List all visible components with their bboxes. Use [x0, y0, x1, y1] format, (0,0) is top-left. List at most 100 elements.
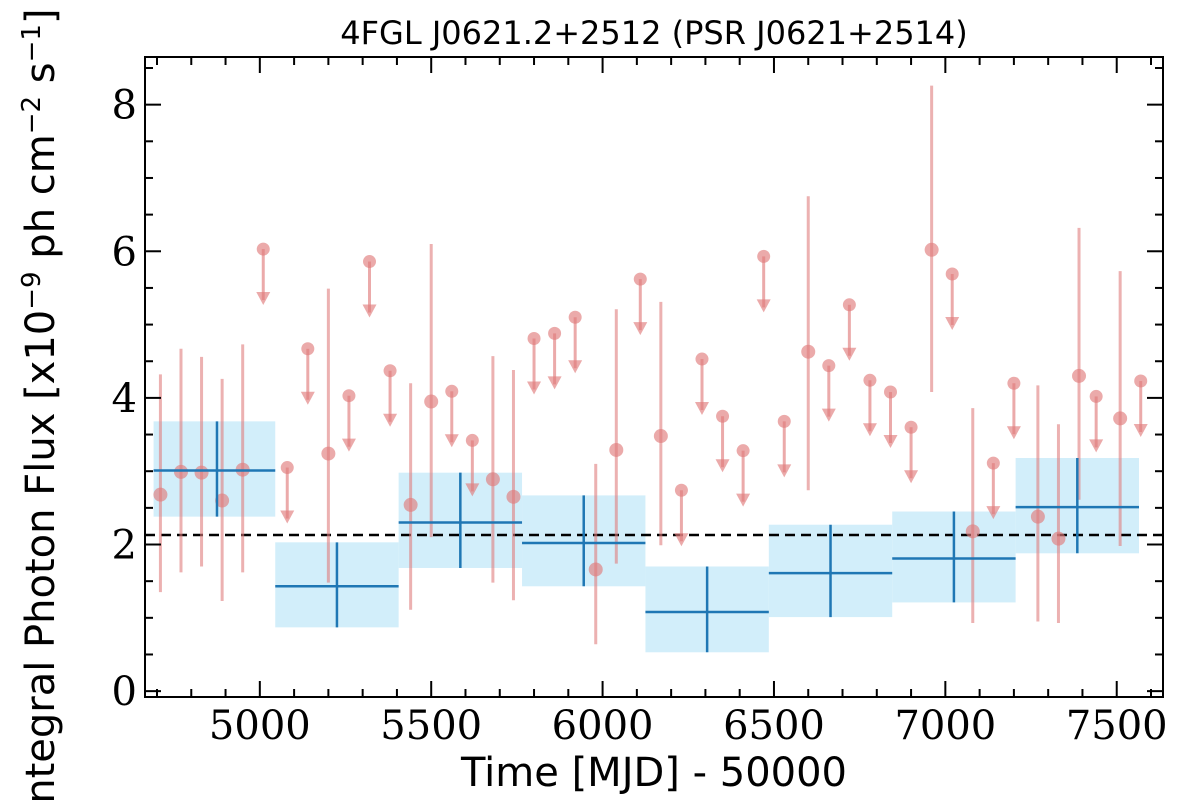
- upper-limit-arrow: [674, 533, 689, 547]
- upper-limit-point: [280, 461, 294, 475]
- x-tick-label: 7000: [894, 703, 996, 749]
- upper-limit-point: [633, 272, 647, 286]
- upper-limit-arrow: [777, 464, 792, 478]
- upper-limit-point: [383, 364, 397, 378]
- short-bin-point: [506, 489, 521, 504]
- upper-limit-point: [465, 433, 479, 447]
- short-bin-point: [1030, 509, 1045, 524]
- y-tick-label: 8: [112, 83, 137, 129]
- upper-limit-point: [445, 384, 459, 398]
- short-bin-point: [173, 464, 188, 479]
- upper-limit-point: [777, 414, 791, 428]
- short-bin-point: [801, 344, 816, 359]
- x-tick-label: 5500: [380, 703, 482, 749]
- upper-limit-arrow: [842, 347, 857, 361]
- upper-limit-arrow: [444, 434, 459, 448]
- upper-limit-arrow: [1133, 424, 1148, 438]
- plot-frame: [144, 56, 1164, 698]
- upper-limit-arrow: [1089, 439, 1104, 453]
- upper-limit-point: [363, 255, 377, 269]
- upper-limit-point: [1134, 374, 1148, 388]
- short-bin-point: [153, 487, 168, 502]
- upper-limit-point: [674, 483, 688, 497]
- y-axis-label-exponent: −2: [17, 96, 47, 134]
- y-axis-label-exponent: −1: [17, 24, 47, 62]
- plot-area: 5000 5500 6000 6500 7000 7500 0 2 4 6 8: [112, 56, 1168, 749]
- upper-limit-point: [527, 332, 541, 346]
- upper-limit-point: [736, 444, 750, 458]
- upper-limit-point: [342, 389, 356, 403]
- upper-limit-point: [1089, 389, 1103, 403]
- y-axis-label-part: Integral Photon Flux [x10: [18, 310, 64, 800]
- upper-limit-arrow: [694, 402, 709, 416]
- upper-limit-arrow: [465, 483, 480, 497]
- y-axis-label-exponent: −9: [17, 271, 47, 309]
- upper-limit-arrow: [756, 299, 771, 313]
- upper-limit-arrow: [862, 423, 877, 437]
- upper-limit-arrow: [945, 316, 960, 330]
- x-tick-label: 5000: [209, 703, 311, 749]
- upper-limit-arrow: [256, 292, 271, 306]
- short-bin-point: [653, 429, 668, 444]
- upper-limit-point: [548, 326, 562, 340]
- y-axis-label-part: ph cm: [18, 134, 64, 271]
- upper-limit-arrow: [883, 435, 898, 449]
- short-bin-point: [485, 472, 500, 487]
- upper-limit-arrow: [527, 381, 542, 395]
- upper-limit-arrow: [300, 391, 315, 405]
- upper-limit-arrow: [547, 376, 562, 390]
- upper-limit-arrow: [904, 470, 919, 484]
- short-bin-point: [215, 493, 230, 508]
- y-axis-label-part: ]: [18, 8, 64, 24]
- upper-limit-point: [884, 385, 898, 399]
- upper-limit-arrow: [341, 438, 356, 452]
- upper-limit-point: [716, 409, 730, 423]
- upper-limit-point: [822, 359, 836, 373]
- x-tick-label: 7500: [1066, 703, 1168, 749]
- upper-limit-arrow: [1006, 426, 1021, 440]
- short-bin-point: [1051, 531, 1066, 546]
- y-tick-label: 6: [112, 229, 137, 275]
- short-bin-point: [609, 442, 624, 457]
- upper-limit-point: [842, 298, 856, 312]
- upper-limit-arrow: [633, 322, 648, 336]
- chart-title: 4FGL J0621.2+2512 (PSR J0621+2514): [340, 14, 968, 52]
- short-bin-point: [588, 562, 603, 577]
- long-bin-band: [153, 421, 276, 517]
- upper-limit-point: [863, 373, 877, 387]
- upper-limit-arrow: [986, 506, 1001, 520]
- upper-limit-point: [757, 249, 771, 263]
- short-bin-point: [424, 394, 439, 409]
- y-tick-label: 4: [112, 376, 137, 422]
- y-axis-label-part: s: [18, 62, 64, 96]
- short-bin-point: [321, 446, 336, 461]
- upper-limit-point: [256, 242, 270, 256]
- upper-limit-arrow: [568, 360, 583, 374]
- upper-limit-point: [568, 310, 582, 324]
- upper-limit-arrow: [280, 510, 295, 524]
- upper-limit-arrow: [715, 459, 730, 473]
- upper-limit-point: [301, 342, 315, 356]
- upper-limit-point: [695, 352, 709, 366]
- short-bin-point: [403, 497, 418, 512]
- upper-limit-arrow: [362, 304, 377, 318]
- upper-limit-arrow: [383, 413, 398, 427]
- y-tick-label: 2: [112, 523, 137, 569]
- upper-limit-point: [1007, 376, 1021, 390]
- upper-limit-point: [945, 267, 959, 281]
- x-axis-label: Time [MJD] - 50000: [460, 750, 847, 796]
- short-bin-point: [194, 465, 209, 480]
- upper-limit-arrow: [736, 493, 751, 507]
- short-bin-point: [965, 524, 980, 539]
- upper-limit-point: [986, 456, 1000, 470]
- y-axis-label: Integral Photon Flux [x10−9 ph cm−2 s−1]: [17, 8, 64, 800]
- y-tick-label: 0: [112, 669, 137, 715]
- short-bin-point: [1072, 368, 1087, 383]
- upper-limit-arrow: [821, 408, 836, 422]
- short-bin-point: [924, 242, 939, 257]
- short-bin-point: [1113, 411, 1128, 426]
- x-tick-label: 6000: [552, 703, 654, 749]
- x-tick-label: 6500: [723, 703, 825, 749]
